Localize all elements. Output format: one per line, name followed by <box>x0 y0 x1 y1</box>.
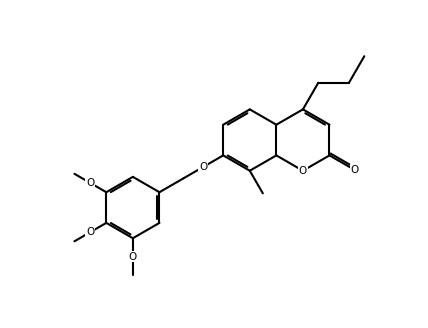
Text: O: O <box>129 252 137 262</box>
Text: O: O <box>86 227 95 237</box>
Text: O: O <box>351 165 359 175</box>
Text: O: O <box>299 166 307 176</box>
Text: O: O <box>86 178 95 188</box>
Text: O: O <box>199 162 208 172</box>
